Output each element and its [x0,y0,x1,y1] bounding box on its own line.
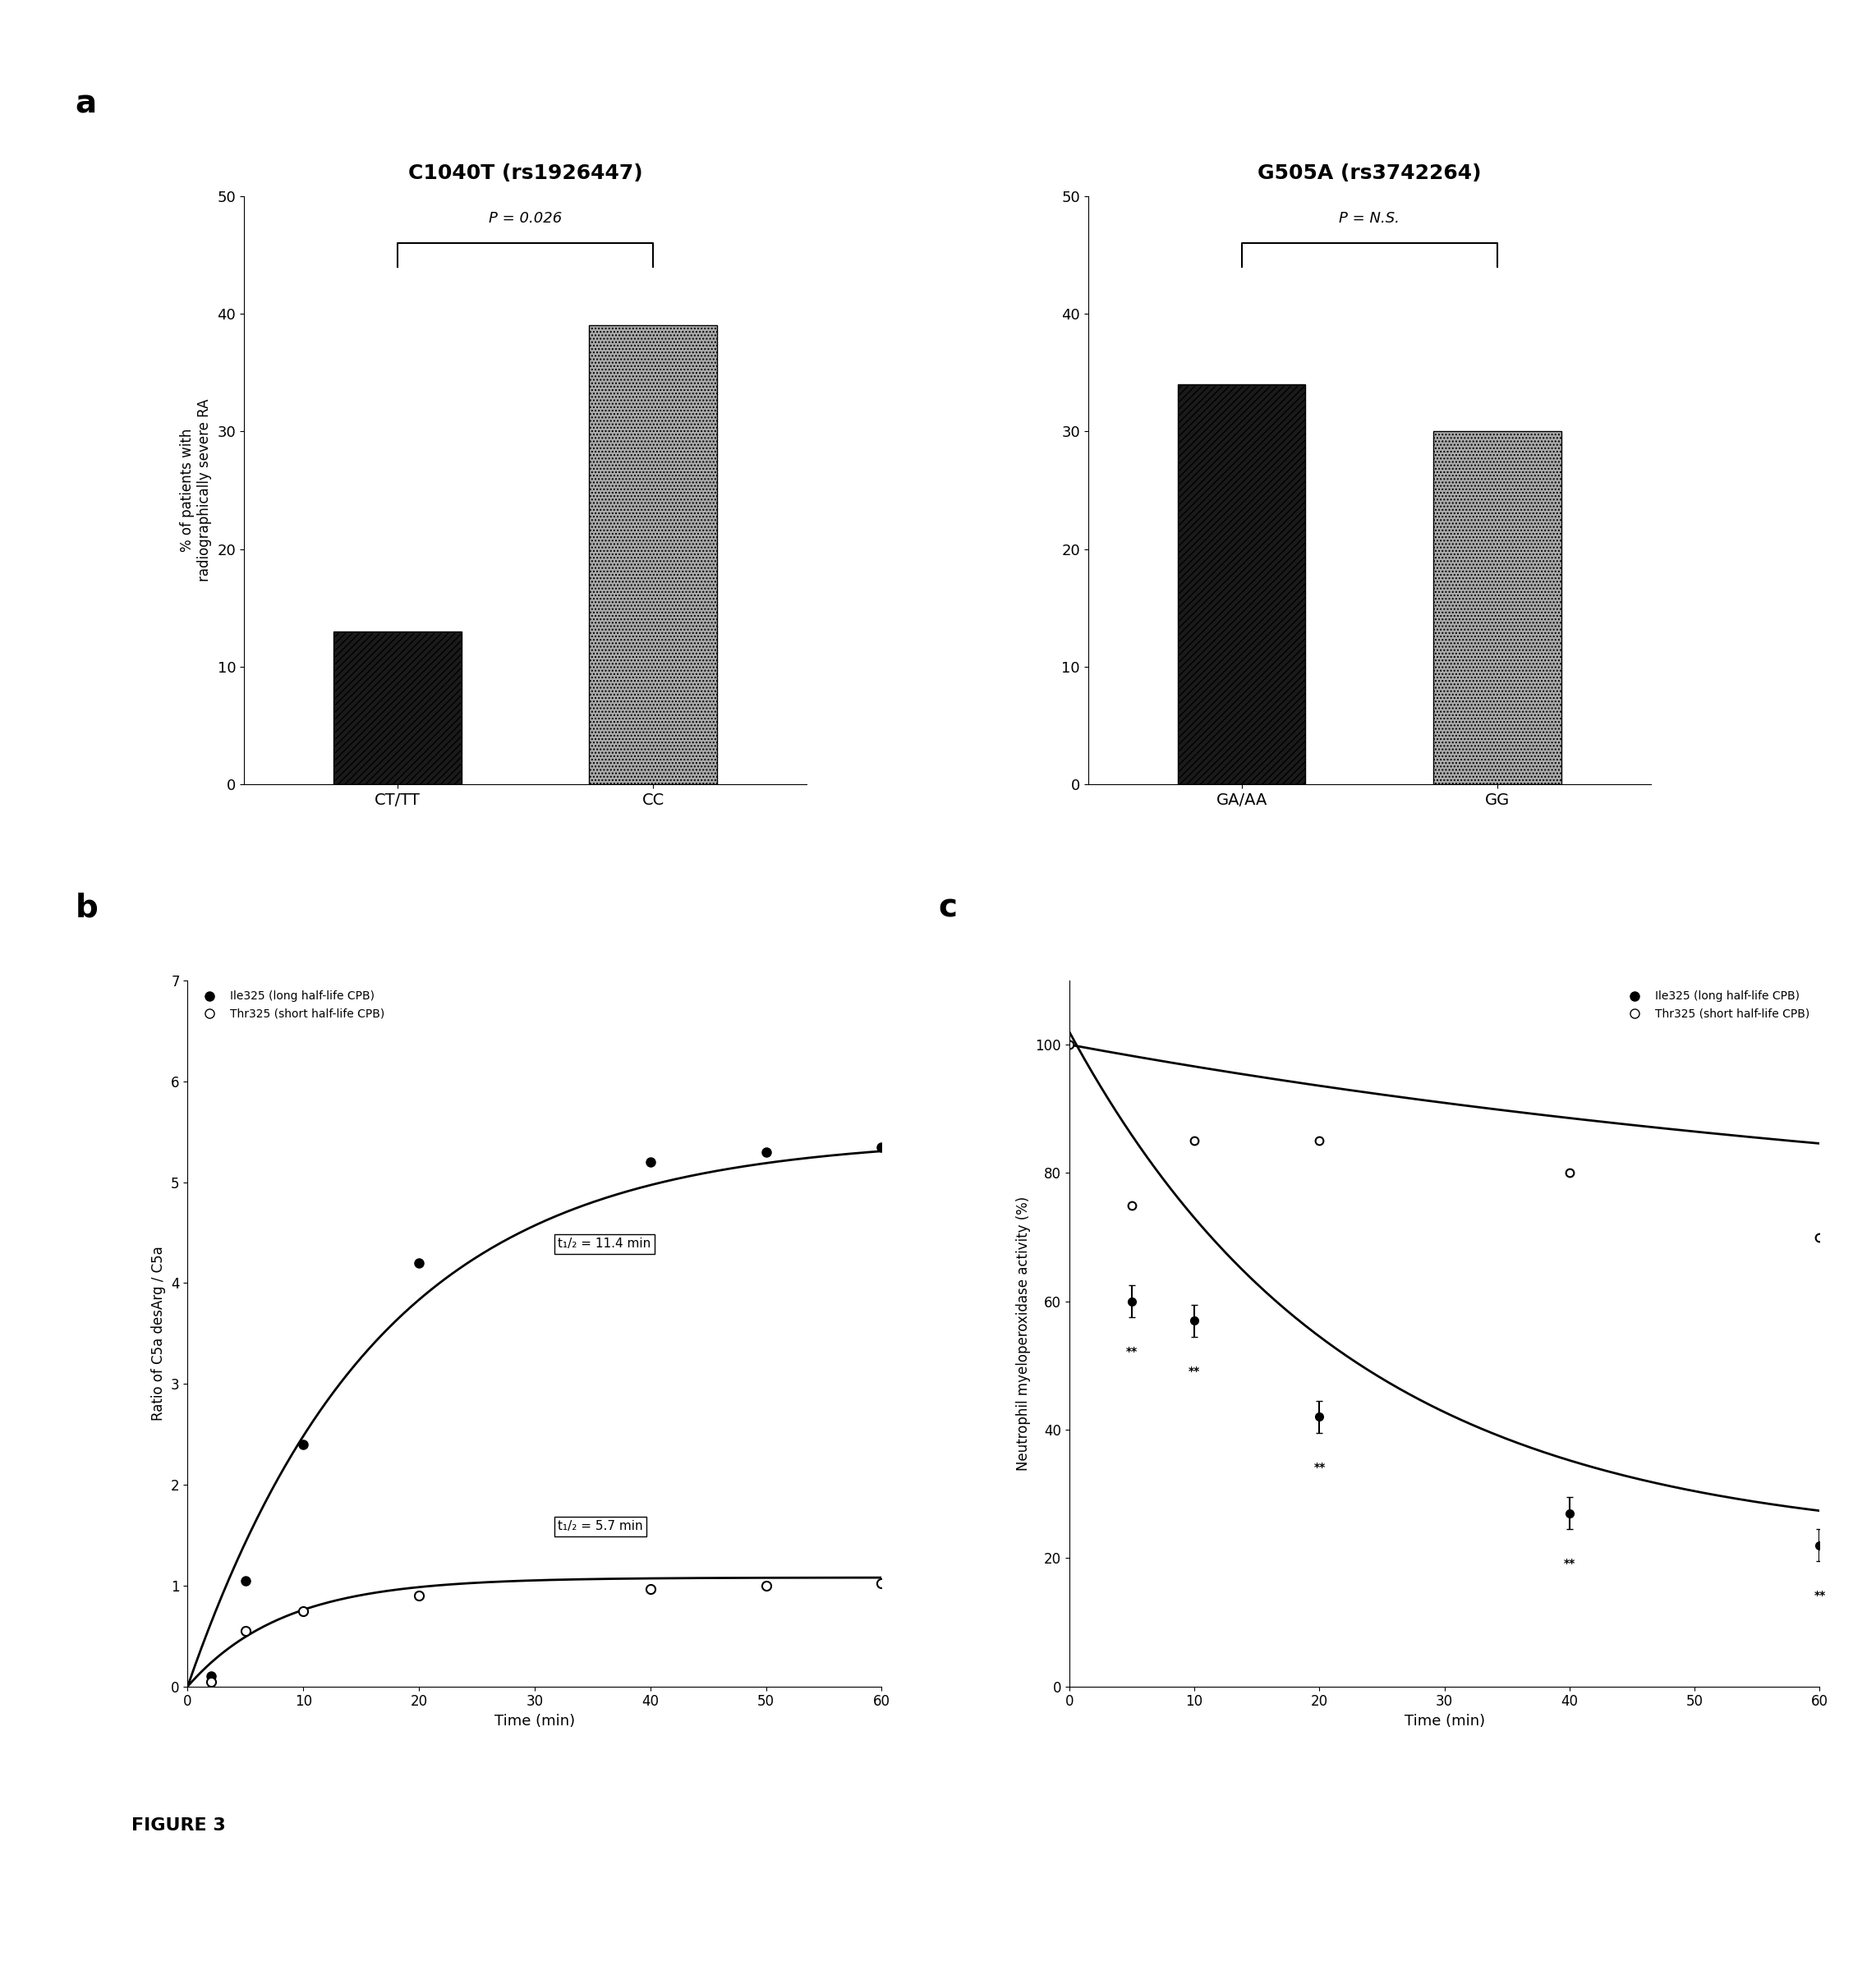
Line: Thr325 (short half-life CPB): Thr325 (short half-life CPB) [1066,1041,1823,1241]
X-axis label: Time (min): Time (min) [495,1714,574,1728]
Text: a: a [75,88,96,120]
Y-axis label: % of patients with
radiographically severe RA: % of patients with radiographically seve… [180,398,212,582]
Text: P = 0.026: P = 0.026 [488,210,563,226]
Ile325 (long half-life CPB) [754,1139,777,1163]
Thr325 (short half-life CPB) [407,1584,430,1608]
Ile325 (long half-life CPB) [870,1135,893,1159]
Text: **: ** [1565,1559,1576,1569]
Thr325 (short half-life CPB) [293,1598,315,1622]
Line: Ile325 (long half-life CPB): Ile325 (long half-life CPB) [206,1143,885,1681]
Text: **: ** [1189,1365,1201,1377]
Text: t₁/₂ = 11.4 min: t₁/₂ = 11.4 min [557,1237,651,1251]
Ile325 (long half-life CPB) [234,1569,257,1592]
Y-axis label: Ratio of C5a desArg / C5a: Ratio of C5a desArg / C5a [152,1245,167,1422]
Text: b: b [75,892,98,924]
Thr325 (short half-life CPB) [1120,1194,1142,1218]
Title: C1040T (rs1926447): C1040T (rs1926447) [407,163,643,182]
Thr325 (short half-life CPB) [1308,1130,1330,1153]
Text: **: ** [1313,1461,1324,1473]
X-axis label: Time (min): Time (min) [1405,1714,1484,1728]
Ile325 (long half-life CPB) [293,1433,315,1457]
Bar [589,326,717,784]
Legend: Ile325 (long half-life CPB), Thr325 (short half-life CPB): Ile325 (long half-life CPB), Thr325 (sho… [193,986,388,1024]
Thr325 (short half-life CPB) [234,1620,257,1643]
Thr325 (short half-life CPB) [870,1573,893,1596]
Thr325 (short half-life CPB) [754,1575,777,1598]
Text: t₁/₂ = 5.7 min: t₁/₂ = 5.7 min [557,1520,643,1534]
Legend: Ile325 (long half-life CPB), Thr325 (short half-life CPB): Ile325 (long half-life CPB), Thr325 (sho… [1619,986,1814,1024]
Ile325 (long half-life CPB) [199,1665,221,1688]
Text: c: c [938,892,957,924]
Bar [1433,431,1561,784]
Thr325 (short half-life CPB) [1058,1033,1081,1057]
Bar [334,631,461,784]
Ile325 (long half-life CPB) [407,1251,430,1275]
Text: P = N.S.: P = N.S. [1339,210,1399,226]
Thr325 (short half-life CPB) [640,1577,662,1600]
Title: G505A (rs3742264): G505A (rs3742264) [1257,163,1482,182]
Thr325 (short half-life CPB) [1808,1226,1831,1249]
Text: FIGURE 3: FIGURE 3 [131,1818,225,1834]
Line: Thr325 (short half-life CPB): Thr325 (short half-life CPB) [206,1579,885,1686]
Bar [1178,384,1306,784]
Text: **: ** [1126,1347,1137,1357]
Ile325 (long half-life CPB) [640,1151,662,1175]
Text: **: ** [1814,1590,1825,1602]
Y-axis label: Neutrophil myeloperoxidase activity (%): Neutrophil myeloperoxidase activity (%) [1017,1196,1030,1471]
Thr325 (short half-life CPB) [1559,1161,1581,1184]
Thr325 (short half-life CPB) [199,1669,221,1692]
Thr325 (short half-life CPB) [1184,1130,1206,1153]
